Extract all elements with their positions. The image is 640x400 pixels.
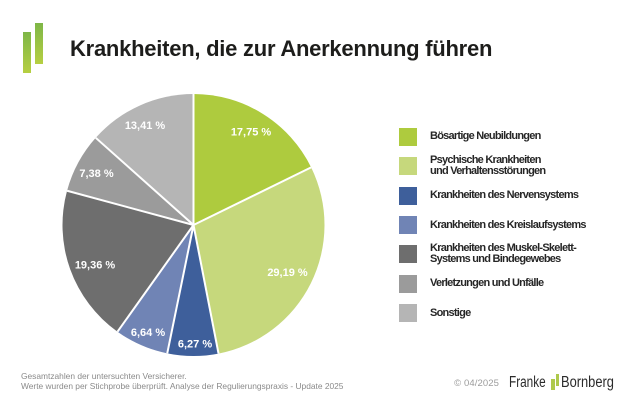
svg-text:6,27 %: 6,27 %	[178, 339, 212, 351]
svg-text:19,36 %: 19,36 %	[75, 260, 116, 272]
svg-text:29,19 %: 29,19 %	[267, 267, 308, 279]
svg-text:13,41 %: 13,41 %	[125, 120, 166, 132]
svg-text:7,38 %: 7,38 %	[79, 168, 113, 180]
svg-text:6,64 %: 6,64 %	[131, 327, 165, 339]
svg-text:17,75 %: 17,75 %	[231, 127, 272, 139]
